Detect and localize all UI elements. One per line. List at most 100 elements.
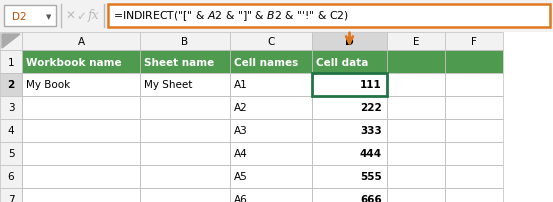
Bar <box>445 119 503 142</box>
Bar <box>445 97 503 119</box>
Bar <box>140 165 230 188</box>
Bar <box>22 142 140 165</box>
Bar <box>445 74 503 97</box>
Bar <box>0 74 22 97</box>
Bar <box>445 165 503 188</box>
Bar <box>312 188 387 202</box>
Text: Cell names: Cell names <box>234 57 298 67</box>
Bar <box>387 97 445 119</box>
Text: 555: 555 <box>360 172 382 182</box>
Bar <box>0 33 22 51</box>
Bar <box>140 97 230 119</box>
Text: A4: A4 <box>234 149 248 159</box>
Bar <box>445 119 503 142</box>
Bar <box>0 51 22 74</box>
Bar <box>445 165 503 188</box>
Bar <box>0 188 22 202</box>
Bar <box>22 33 140 51</box>
Bar <box>140 165 230 188</box>
Bar <box>230 33 312 51</box>
Text: 5: 5 <box>8 149 14 159</box>
Bar <box>0 142 22 165</box>
Text: Workbook name: Workbook name <box>26 57 122 67</box>
Text: 6: 6 <box>8 172 14 182</box>
Bar <box>140 74 230 97</box>
Bar <box>312 119 387 142</box>
Text: A1: A1 <box>234 80 248 90</box>
Bar <box>387 119 445 142</box>
Bar <box>230 119 312 142</box>
Text: 2: 2 <box>7 80 14 90</box>
Bar <box>230 165 312 188</box>
Bar <box>140 188 230 202</box>
Bar <box>22 188 140 202</box>
Bar <box>445 74 503 97</box>
Bar <box>230 188 312 202</box>
Bar <box>312 142 387 165</box>
Bar <box>312 97 387 119</box>
Bar <box>22 74 140 97</box>
Bar <box>312 51 387 74</box>
Bar <box>387 97 445 119</box>
Bar <box>387 188 445 202</box>
Bar <box>108 5 550 28</box>
Text: A3: A3 <box>234 126 248 136</box>
Bar <box>387 51 445 74</box>
Bar <box>312 51 387 74</box>
Bar <box>22 188 140 202</box>
Text: 111: 111 <box>360 80 382 90</box>
Text: ✓: ✓ <box>76 10 86 23</box>
Bar <box>230 51 312 74</box>
Bar <box>312 74 387 97</box>
Bar <box>445 51 503 74</box>
Bar <box>140 74 230 97</box>
Bar <box>140 51 230 74</box>
Text: 1: 1 <box>8 57 14 67</box>
Bar <box>140 119 230 142</box>
Bar <box>230 51 312 74</box>
Bar <box>140 142 230 165</box>
Text: 333: 333 <box>360 126 382 136</box>
Bar <box>0 119 22 142</box>
Bar <box>22 97 140 119</box>
Bar <box>230 142 312 165</box>
Text: A6: A6 <box>234 195 248 202</box>
Text: ▼: ▼ <box>46 14 51 20</box>
Text: A2: A2 <box>234 103 248 113</box>
Bar <box>22 119 140 142</box>
Bar <box>22 74 140 97</box>
Bar <box>140 97 230 119</box>
Bar <box>22 142 140 165</box>
Bar <box>312 188 387 202</box>
Bar <box>387 165 445 188</box>
Bar <box>230 74 312 97</box>
Bar <box>312 165 387 188</box>
Bar <box>312 74 387 97</box>
Text: 666: 666 <box>360 195 382 202</box>
Bar <box>387 51 445 74</box>
Bar <box>0 165 22 188</box>
Text: F: F <box>471 37 477 47</box>
Bar <box>445 33 503 51</box>
Text: C: C <box>267 37 275 47</box>
Bar <box>230 97 312 119</box>
Text: B: B <box>181 37 189 47</box>
Bar <box>312 97 387 119</box>
Bar <box>387 74 445 97</box>
Bar <box>230 74 312 97</box>
Text: fx: fx <box>88 9 100 22</box>
Bar <box>445 142 503 165</box>
Bar <box>312 165 387 188</box>
Text: 7: 7 <box>8 195 14 202</box>
Bar <box>0 0 553 33</box>
Bar <box>230 165 312 188</box>
Bar <box>387 142 445 165</box>
Bar <box>445 188 503 202</box>
Bar <box>140 33 230 51</box>
Bar <box>387 165 445 188</box>
Text: 222: 222 <box>360 103 382 113</box>
Text: A5: A5 <box>234 172 248 182</box>
Bar <box>445 51 503 74</box>
Bar <box>445 97 503 119</box>
Bar <box>140 188 230 202</box>
